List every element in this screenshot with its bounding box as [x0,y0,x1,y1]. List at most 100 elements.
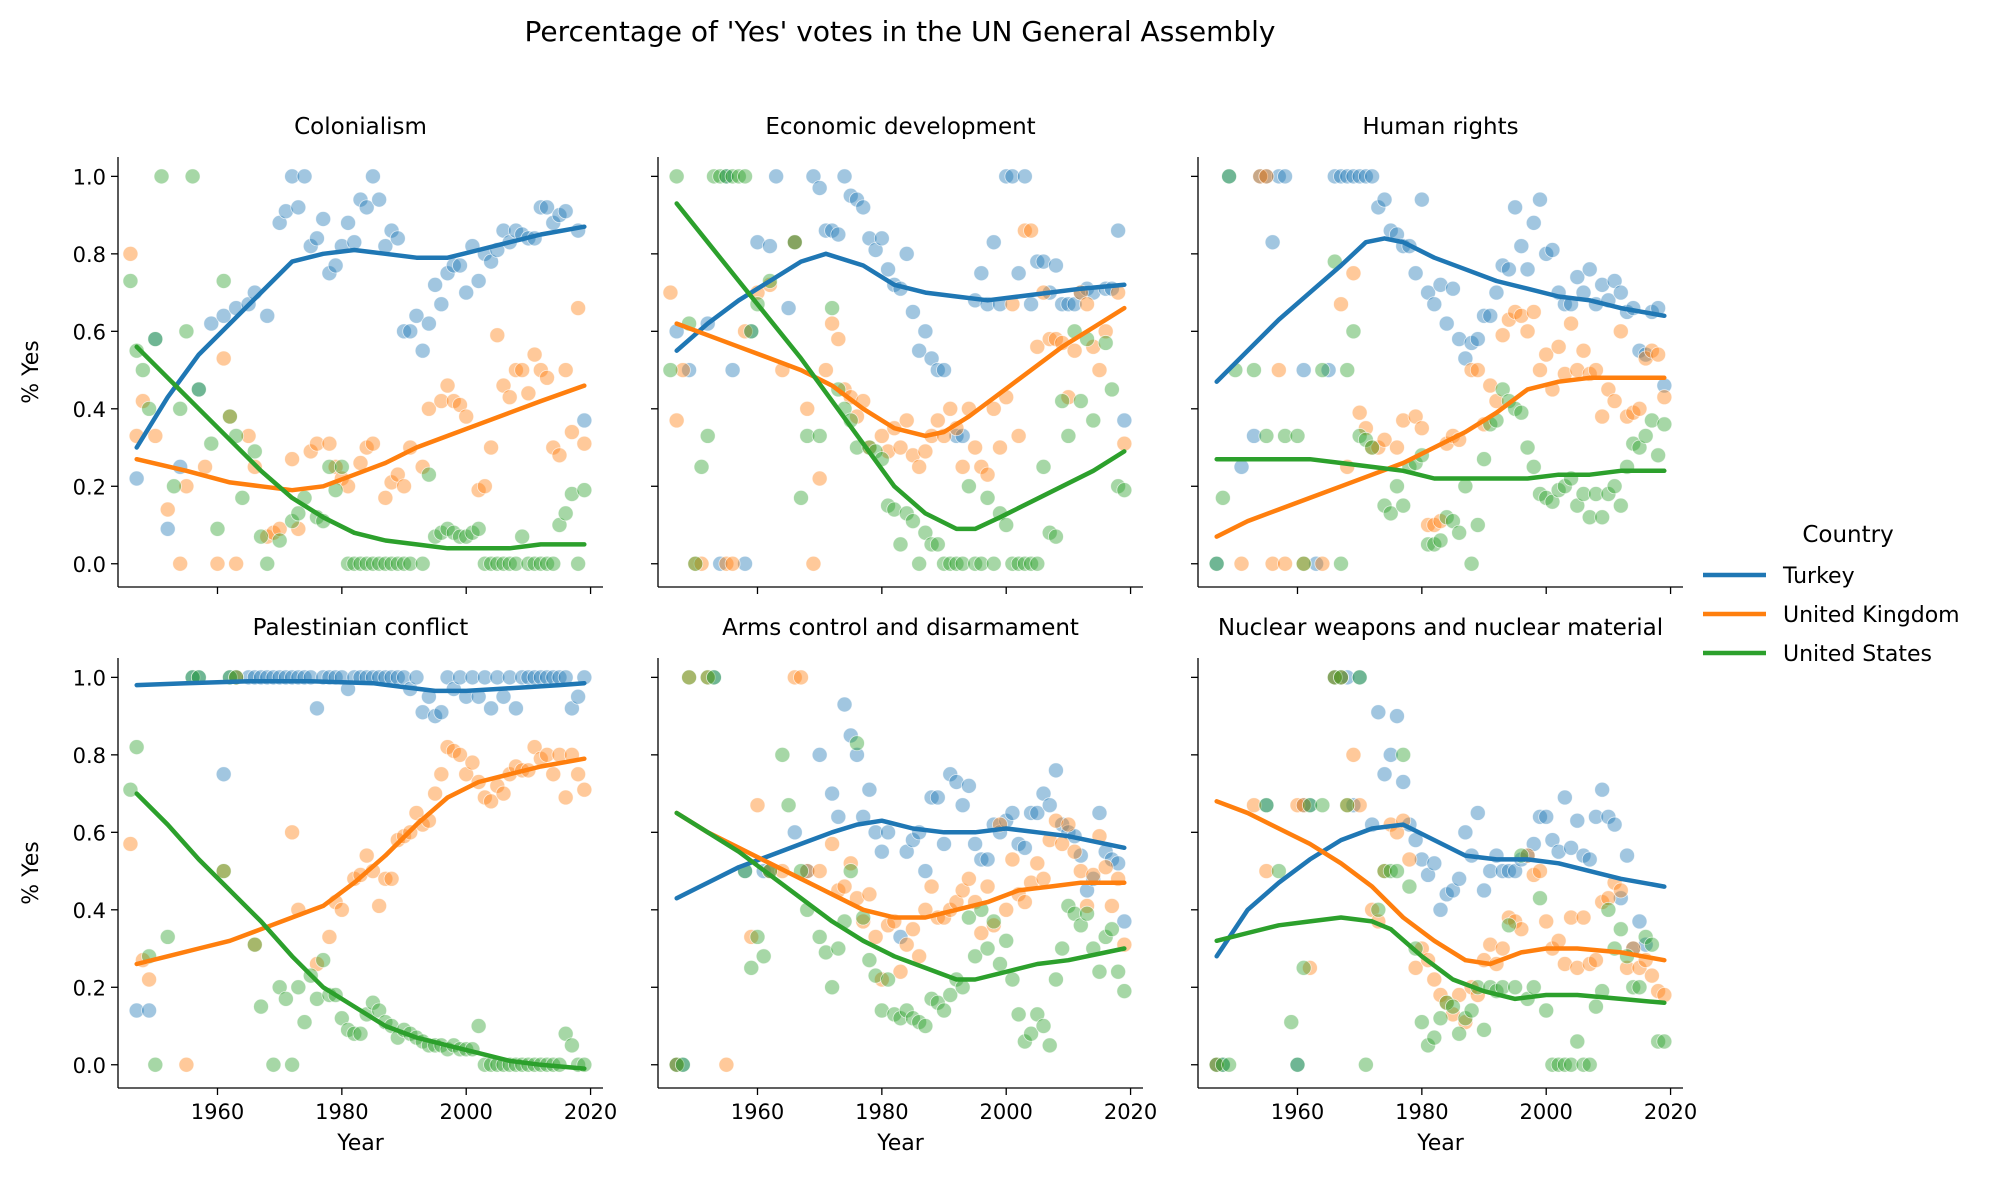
data-point [427,785,444,802]
data-point [1563,315,1579,332]
data-point [1345,746,1362,763]
data-point [880,261,896,278]
data-point [1023,805,1039,821]
legend-title: Country [1802,522,1893,548]
data-point [1413,851,1430,868]
data-point [979,490,996,506]
data-point [1631,400,1648,417]
data-point [687,555,704,572]
data-point [1320,362,1337,378]
y-tick-label: 0.8 [73,243,106,267]
data-point [1246,797,1262,814]
data-point [1041,331,1058,347]
data-point [780,797,797,814]
trend-line-turkey [674,818,1127,901]
data-point [1252,168,1269,185]
data-point [1016,555,1033,572]
data-point [153,168,170,185]
points-united-states [1208,168,1673,572]
data-point [128,1002,145,1019]
data-point [830,331,847,347]
data-point [1283,1014,1300,1031]
data-point [1110,222,1127,239]
data-point [1029,805,1046,821]
data-point [861,886,878,903]
data-point [408,669,425,686]
data-point [420,400,437,417]
data-point [178,1056,195,1073]
data-point [1644,936,1660,953]
data-point [284,1056,301,1073]
data-point [290,979,307,996]
data-point [811,863,828,879]
data-point [1563,909,1579,926]
data-point [979,940,996,957]
data-point [662,362,679,378]
data-point [159,929,176,945]
trend-line-united-kingdom [134,756,587,967]
data-point [141,400,157,417]
data-point [470,520,487,537]
data-point [1048,971,1064,988]
data-point [861,781,878,798]
data-point [1588,486,1604,502]
data-point [570,766,587,783]
data-point [1277,428,1293,444]
y-tick-label: 0.0 [73,553,106,577]
data-point [557,505,574,522]
data-point [458,408,475,425]
data-point [936,836,952,852]
data-point [786,669,803,686]
data-point [712,555,729,572]
data-point [1351,797,1368,814]
data-point [1457,478,1474,495]
trend-line-turkey [1214,236,1667,384]
data-point [178,323,195,340]
data-point [1637,428,1654,444]
data-point [1581,509,1598,526]
data-point [1482,936,1499,953]
data-point [1544,242,1561,258]
data-point [470,1018,487,1034]
data-point [693,555,710,572]
data-point [271,520,288,537]
data-point [1351,168,1368,185]
data-point [724,362,741,378]
data-point [1650,447,1667,464]
data-point [1500,261,1517,278]
data-point [433,704,450,721]
data-point [122,273,139,289]
data-point [743,323,760,340]
data-point [967,555,984,572]
data-point [681,362,697,378]
data-point [1029,555,1046,572]
data-point [1004,851,1021,868]
data-point [1048,812,1064,829]
data-point [271,532,288,549]
data-point [358,199,375,216]
data-point [1246,428,1262,444]
data-point [1079,905,1095,922]
data-point [564,1037,580,1054]
data-point [985,913,1002,930]
data-point [1619,847,1635,864]
data-point [1389,708,1405,725]
data-point [1407,960,1424,976]
data-point [1270,362,1287,378]
data-point [1308,555,1325,572]
x-tick-label: 1980 [315,1100,368,1124]
data-point [570,300,587,316]
data-point [1208,1056,1225,1073]
panel-title: Nuclear weapons and nuclear material [1218,615,1663,641]
data-point [1550,843,1567,860]
data-point [1612,921,1629,938]
data-point [1556,789,1573,806]
data-point [458,284,475,301]
data-point [1023,222,1039,239]
data-point [1563,839,1579,856]
data-point [985,555,1002,572]
data-point [1208,555,1225,572]
data-point [811,746,828,763]
data-point [352,1025,369,1042]
legend-entry-united-states: United States [1783,642,1932,667]
